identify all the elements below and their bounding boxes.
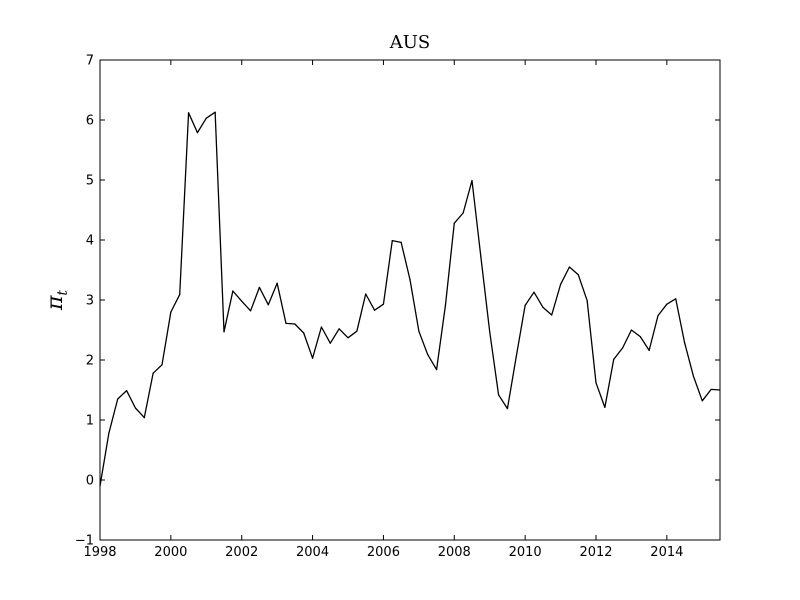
data-point <box>223 331 225 333</box>
data-point <box>187 112 190 114</box>
data-point <box>648 349 650 351</box>
x-tick-label: 2008 <box>438 545 471 560</box>
data-point <box>489 331 491 333</box>
plot-frame <box>99 59 721 541</box>
data-point <box>630 329 633 331</box>
y-tick-label: 3 <box>86 294 94 309</box>
data-point <box>683 342 686 344</box>
data-point <box>533 291 535 293</box>
data-point <box>418 330 420 332</box>
data-point <box>179 294 181 296</box>
data-point <box>506 408 509 410</box>
y-axis-label: πt <box>43 290 71 311</box>
y-tick-label: 5 <box>86 174 94 189</box>
data-point <box>559 283 562 285</box>
data-point <box>382 303 385 305</box>
chart-title: AUS <box>389 32 431 53</box>
x-tick-label: 2014 <box>650 545 683 560</box>
data-point <box>391 240 393 242</box>
data-point <box>152 372 154 374</box>
data-point <box>320 326 323 328</box>
y-tick-label: −1 <box>75 534 94 549</box>
x-tick-label: 1998 <box>83 545 116 560</box>
data-point <box>329 342 331 344</box>
y-axis-label-symbol: π <box>43 295 68 311</box>
data-point <box>515 355 517 357</box>
data-point <box>338 328 340 330</box>
y-tick-label: 2 <box>86 354 94 369</box>
data-point <box>444 304 447 306</box>
axis-tick-labels: 1998 2000 2002 2004 2006 2008 2010 2012 2014 −1 0 1… <box>75 54 684 561</box>
data-point <box>427 354 429 356</box>
data-point <box>232 290 234 292</box>
data-point <box>276 282 278 284</box>
data-point <box>586 300 588 302</box>
data-point <box>657 315 659 317</box>
data-point <box>595 382 597 384</box>
data-point <box>497 394 500 396</box>
data-point <box>241 300 243 302</box>
data-point <box>347 337 349 339</box>
data-point <box>125 390 128 392</box>
y-axis-label-subscript: t <box>55 290 71 296</box>
data-point <box>604 406 606 408</box>
series-line <box>99 111 721 487</box>
y-tick-label: 6 <box>86 114 94 129</box>
data-point <box>196 132 199 134</box>
x-tick-label: 2006 <box>367 545 400 560</box>
data-point <box>356 330 358 332</box>
data-point <box>267 304 269 306</box>
data-point <box>471 180 473 182</box>
data-point <box>692 375 695 377</box>
data-point <box>117 398 119 400</box>
axis-ticks <box>99 59 720 541</box>
x-tick-label: 2000 <box>154 545 187 560</box>
x-tick-label: 2010 <box>509 545 542 560</box>
data-point <box>143 417 145 419</box>
data-point <box>568 266 571 268</box>
y-tick-label: 1 <box>86 414 94 429</box>
data-point <box>551 314 553 316</box>
y-tick-label: 7 <box>86 54 94 69</box>
data-point <box>294 323 296 325</box>
data-point <box>453 222 455 224</box>
data-point <box>108 432 110 434</box>
data-point <box>435 369 438 371</box>
data-points <box>99 111 721 487</box>
data-point <box>639 336 641 338</box>
data-point <box>373 309 376 311</box>
data-point <box>675 298 677 300</box>
x-tick-label: 2004 <box>296 545 329 560</box>
data-point <box>365 293 367 295</box>
data-point <box>214 111 216 113</box>
data-point <box>701 400 703 402</box>
data-point <box>621 347 624 349</box>
y-tick-label: 4 <box>86 234 94 249</box>
data-point <box>542 306 544 308</box>
data-point <box>462 212 464 214</box>
data-point <box>666 303 668 305</box>
data-point <box>577 274 579 276</box>
data-point <box>134 407 137 409</box>
y-tick-label: 0 <box>86 474 94 489</box>
data-point <box>258 286 261 288</box>
data-point <box>249 310 252 312</box>
data-point <box>205 117 207 119</box>
data-point <box>311 357 314 359</box>
data-point <box>613 358 615 360</box>
data-point <box>161 364 163 366</box>
data-point <box>170 311 172 313</box>
data-point <box>303 332 305 334</box>
data-point <box>524 304 526 306</box>
data-point <box>480 256 482 258</box>
data-point <box>710 388 712 390</box>
data-point <box>400 241 402 243</box>
x-tick-label: 2002 <box>225 545 258 560</box>
x-tick-label: 2012 <box>579 545 612 560</box>
data-point <box>409 279 411 281</box>
data-point <box>285 322 287 324</box>
